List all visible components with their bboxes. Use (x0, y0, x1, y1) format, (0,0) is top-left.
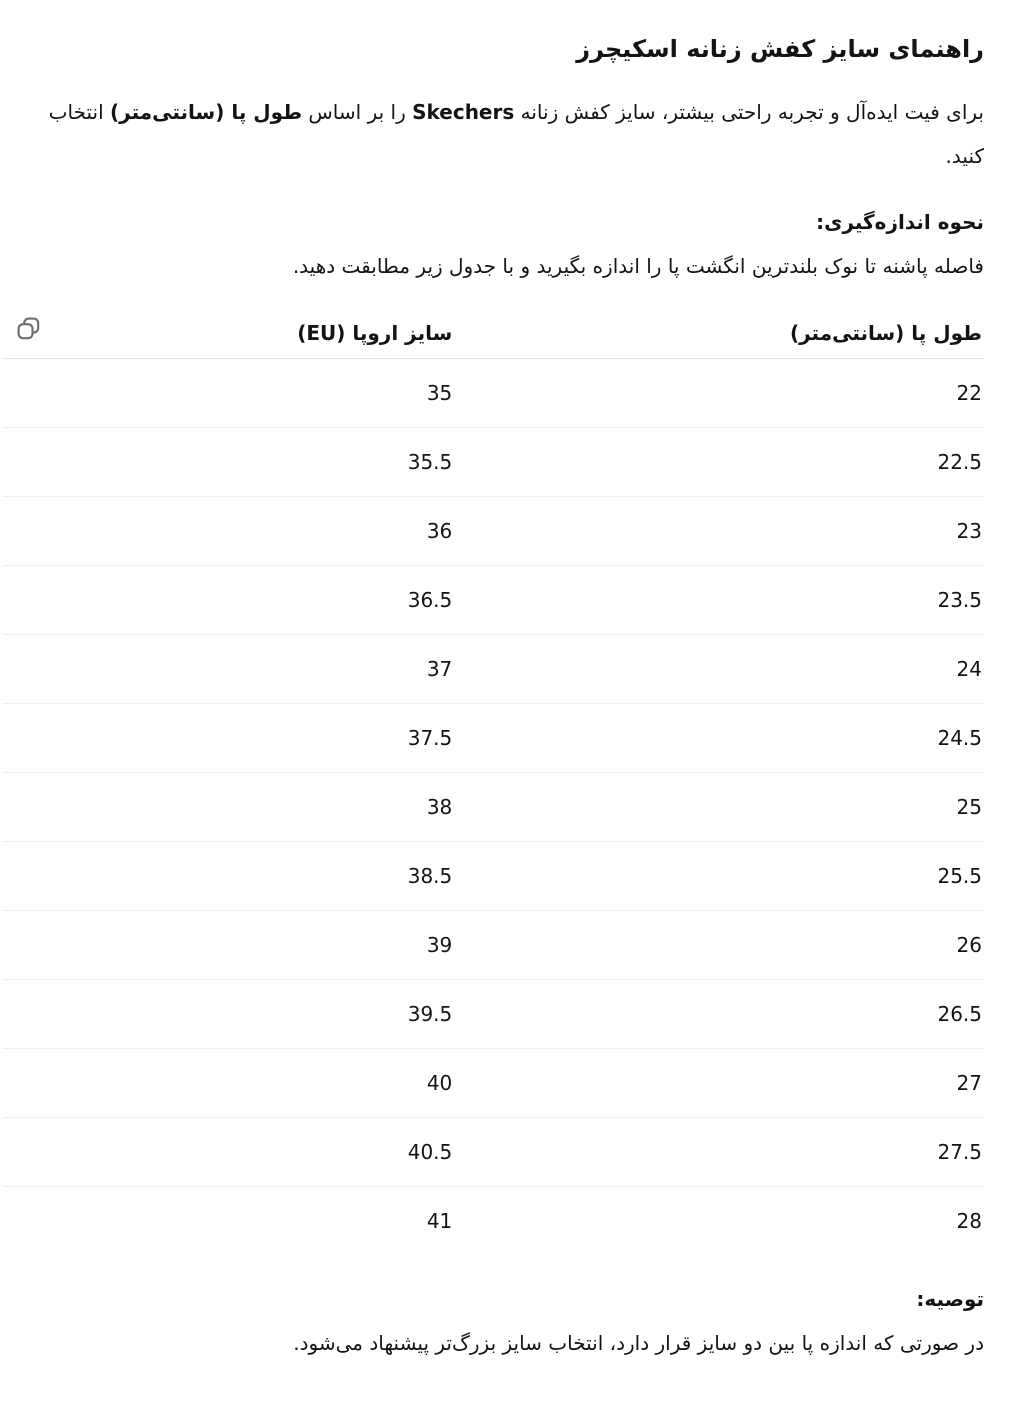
table-row: 27 40 (3, 1048, 984, 1118)
eu-size-cell: 38.5 (3, 841, 455, 911)
eu-size-cell: 40.5 (3, 1117, 455, 1187)
foot-length-cell: 22 (454, 358, 984, 428)
foot-length-cell: 27.5 (454, 1117, 984, 1187)
recommendation-paragraph: توصیه: در صورتی که اندازه پا بین دو سایز … (27, 1277, 984, 1365)
brand-name: Skechers (412, 100, 515, 124)
recommendation-body: در صورتی که اندازه پا بین دو سایز قرار د… (293, 1331, 984, 1355)
foot-length-cell: 22.5 (454, 427, 984, 497)
intro-text-middle: را بر اساس (302, 100, 413, 124)
table-row: 27.5 40.5 (3, 1117, 984, 1187)
foot-length-cell: 25.5 (454, 841, 984, 911)
size-table-container: طول پا (سانتی‌متر) سایز اروپا (EU) 22 35 2… (3, 308, 984, 1255)
eu-size-cell: 39.5 (3, 979, 455, 1049)
recommendation-heading: توصیه: (916, 1287, 984, 1311)
table-row: 24 37 (3, 634, 984, 704)
measurement-heading: نحوه اندازه‌گیری: (816, 210, 984, 234)
intro-paragraph: برای فیت ایده‌آل و تجربه راحتی بیشتر، سا… (27, 90, 984, 178)
eu-size-header: سایز اروپا (EU) (3, 308, 455, 359)
eu-size-cell: 39 (3, 910, 455, 980)
foot-length-cell: 23.5 (454, 565, 984, 635)
eu-size-cell: 38 (3, 772, 455, 842)
table-row: 25.5 38.5 (3, 841, 984, 911)
table-row: 22.5 35.5 (3, 427, 984, 497)
eu-size-cell: 36.5 (3, 565, 455, 635)
foot-length-cell: 25 (454, 772, 984, 842)
foot-length-cell: 28 (956, 1209, 982, 1233)
intro-text-before-brand: برای فیت ایده‌آل و تجربه راحتی بیشتر، سا… (514, 100, 984, 124)
table-row: 24.5 37.5 (3, 703, 984, 773)
foot-length-cell: 26 (454, 910, 984, 980)
foot-length-cell: 24.5 (454, 703, 984, 773)
foot-length-cell: 27 (454, 1048, 984, 1118)
eu-size-cell: 37 (3, 634, 455, 704)
foot-length-cell: 23 (454, 496, 984, 566)
table-row: 28 41 (3, 1187, 984, 1256)
measurement-body: فاصله پاشنه تا نوک بلندترین انگشت پا را … (292, 254, 984, 278)
table-row: 26.5 39.5 (3, 979, 984, 1049)
foot-length-cell: 26.5 (454, 979, 984, 1049)
eu-size-cell: 40 (3, 1048, 455, 1118)
measurement-paragraph: نحوه اندازه‌گیری: فاصله پاشنه تا نوک بلند… (27, 200, 984, 288)
copy-table-button[interactable] (13, 313, 43, 343)
eu-size-cell: 35.5 (3, 427, 455, 497)
eu-size-cell: 35 (3, 358, 455, 428)
intro-text-after: انتخاب کنید. (48, 100, 984, 168)
table-row: 26 39 (3, 910, 984, 980)
table-row: 23.5 36.5 (3, 565, 984, 635)
size-table: طول پا (سانتی‌متر) سایز اروپا (EU) 22 35 2… (3, 308, 984, 1255)
table-row: 22 35 (3, 358, 984, 428)
table-row: 23 36 (3, 496, 984, 566)
eu-size-cell: 41 (426, 1209, 453, 1233)
foot-length-header: طول پا (سانتی‌متر) (454, 308, 984, 359)
page-title: راهنمای سایز کفش زنانه اسکیچرز (576, 35, 984, 63)
eu-size-cell: 36 (3, 496, 455, 566)
copy-icon (15, 315, 42, 342)
size-table-body: 22 35 22.5 35.5 23 36 23.5 36.5 24 37 24.5 37.5 25 38… (3, 358, 984, 1256)
table-row: 25 38 (3, 772, 984, 842)
chat-response-content: راهنمای سایز کفش زنانه اسکیچرز برای فیت … (3, 35, 984, 1365)
table-header-row: طول پا (سانتی‌متر) سایز اروپا (EU) (3, 308, 984, 359)
foot-length-cell: 24 (454, 634, 984, 704)
eu-size-cell: 37.5 (3, 703, 455, 773)
foot-length-emphasis: طول پا (سانتی‌متر) (110, 100, 303, 124)
